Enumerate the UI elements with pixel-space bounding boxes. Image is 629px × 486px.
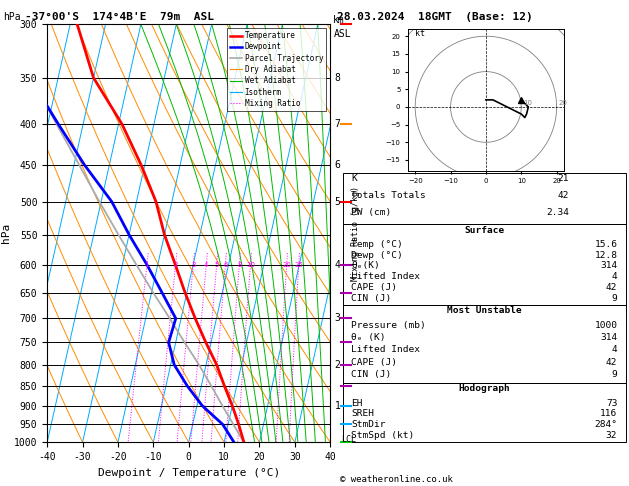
Text: 116: 116 bbox=[600, 409, 617, 418]
Text: 6: 6 bbox=[223, 262, 228, 268]
Text: hPa: hPa bbox=[3, 12, 21, 22]
Text: 2: 2 bbox=[335, 360, 340, 370]
Text: 4: 4 bbox=[335, 260, 340, 270]
Text: 21: 21 bbox=[558, 174, 569, 183]
X-axis label: Dewpoint / Temperature (°C): Dewpoint / Temperature (°C) bbox=[97, 468, 280, 478]
Text: 73: 73 bbox=[606, 399, 617, 408]
Text: 15.6: 15.6 bbox=[594, 240, 617, 249]
Bar bbox=[343, 383, 626, 442]
Text: K: K bbox=[351, 174, 357, 183]
Text: © weatheronline.co.uk: © weatheronline.co.uk bbox=[340, 474, 452, 484]
Legend: Temperature, Dewpoint, Parcel Trajectory, Dry Adiabat, Wet Adiabat, Isotherm, Mi: Temperature, Dewpoint, Parcel Trajectory… bbox=[227, 28, 326, 111]
Text: Totals Totals: Totals Totals bbox=[351, 191, 426, 200]
Text: 10: 10 bbox=[523, 100, 532, 106]
Text: 42: 42 bbox=[606, 283, 617, 292]
Text: Dewp (°C): Dewp (°C) bbox=[351, 251, 403, 260]
Text: CAPE (J): CAPE (J) bbox=[351, 358, 398, 367]
Text: 4: 4 bbox=[204, 262, 208, 268]
Text: Lifted Index: Lifted Index bbox=[351, 272, 420, 281]
Text: 6: 6 bbox=[335, 160, 340, 170]
Text: 1: 1 bbox=[335, 400, 340, 411]
Bar bbox=[343, 305, 626, 383]
Text: 5: 5 bbox=[335, 197, 340, 207]
Text: StmDir: StmDir bbox=[351, 420, 386, 429]
Bar bbox=[343, 224, 626, 305]
Text: Most Unstable: Most Unstable bbox=[447, 306, 521, 315]
Text: θₑ(K): θₑ(K) bbox=[351, 261, 380, 270]
Text: Temp (°C): Temp (°C) bbox=[351, 240, 403, 249]
Text: 4: 4 bbox=[611, 272, 617, 281]
Text: km: km bbox=[333, 15, 345, 25]
Text: 10: 10 bbox=[246, 262, 255, 268]
Text: LCL: LCL bbox=[341, 435, 356, 444]
Text: 42: 42 bbox=[606, 358, 617, 367]
Text: CAPE (J): CAPE (J) bbox=[351, 283, 398, 292]
Text: 20: 20 bbox=[559, 100, 567, 106]
Text: 1000: 1000 bbox=[594, 321, 617, 330]
Text: 1: 1 bbox=[145, 262, 149, 268]
Text: 314: 314 bbox=[600, 333, 617, 342]
Text: θₑ (K): θₑ (K) bbox=[351, 333, 386, 342]
Text: SREH: SREH bbox=[351, 409, 374, 418]
Text: 12.8: 12.8 bbox=[594, 251, 617, 260]
Text: 4: 4 bbox=[611, 346, 617, 354]
Text: ASL: ASL bbox=[333, 29, 351, 39]
Text: kt: kt bbox=[415, 29, 425, 38]
Text: Mixing Ratio (g/kg): Mixing Ratio (g/kg) bbox=[351, 186, 360, 281]
Text: 8: 8 bbox=[237, 262, 242, 268]
Text: 7: 7 bbox=[335, 119, 340, 129]
Text: 3: 3 bbox=[335, 313, 340, 324]
Text: 9: 9 bbox=[611, 370, 617, 379]
Text: 2.34: 2.34 bbox=[546, 208, 569, 217]
Text: Hodograph: Hodograph bbox=[459, 384, 510, 393]
Text: 2: 2 bbox=[174, 262, 178, 268]
Y-axis label: hPa: hPa bbox=[1, 223, 11, 243]
Text: -37°00'S  174°4B'E  79m  ASL: -37°00'S 174°4B'E 79m ASL bbox=[25, 12, 214, 22]
Text: Pressure (mb): Pressure (mb) bbox=[351, 321, 426, 330]
Text: EH: EH bbox=[351, 399, 363, 408]
Text: 20: 20 bbox=[282, 262, 291, 268]
Text: 3: 3 bbox=[191, 262, 196, 268]
Text: 9: 9 bbox=[611, 294, 617, 303]
Text: 8: 8 bbox=[335, 73, 340, 83]
Text: 42: 42 bbox=[558, 191, 569, 200]
Text: StmSpd (kt): StmSpd (kt) bbox=[351, 431, 415, 440]
Text: PW (cm): PW (cm) bbox=[351, 208, 391, 217]
Text: 25: 25 bbox=[294, 262, 303, 268]
Text: 5: 5 bbox=[214, 262, 219, 268]
Text: 284°: 284° bbox=[594, 420, 617, 429]
Bar bbox=[343, 173, 626, 224]
Text: Lifted Index: Lifted Index bbox=[351, 346, 420, 354]
Text: CIN (J): CIN (J) bbox=[351, 370, 391, 379]
Text: 32: 32 bbox=[606, 431, 617, 440]
Text: 28.03.2024  18GMT  (Base: 12): 28.03.2024 18GMT (Base: 12) bbox=[337, 12, 532, 22]
Text: CIN (J): CIN (J) bbox=[351, 294, 391, 303]
Text: Surface: Surface bbox=[464, 226, 504, 235]
Text: 314: 314 bbox=[600, 261, 617, 270]
